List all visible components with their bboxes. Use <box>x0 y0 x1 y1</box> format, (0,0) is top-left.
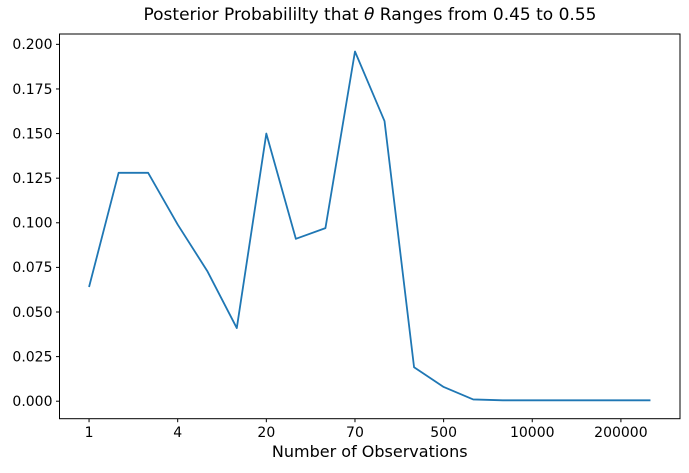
x-tick-label: 20 <box>257 425 275 441</box>
y-tick-label: 0.200 <box>12 37 52 53</box>
x-tick-label: 4 <box>173 425 182 441</box>
y-tick-label: 0.150 <box>12 126 52 142</box>
axes-box <box>59 33 681 420</box>
x-tick-label: 1 <box>85 425 94 441</box>
y-tick-label: 0.175 <box>12 82 52 98</box>
chart-title-text: Posterior Probabililty that <box>143 5 364 25</box>
x-tick-label: 70 <box>346 425 364 441</box>
x-tick-label: 10000 <box>510 425 555 441</box>
y-tick-label: 0.000 <box>12 394 52 410</box>
y-tick-label: 0.050 <box>12 305 52 321</box>
x-axis-label: Number of Observations <box>272 442 468 461</box>
chart-title-text: Ranges from 0.45 to 0.55 <box>374 5 597 25</box>
y-tick-label: 0.025 <box>12 349 52 365</box>
theta-symbol: θ <box>363 5 375 25</box>
x-tick-label: 500 <box>430 425 457 441</box>
y-tick-label: 0.125 <box>12 171 52 187</box>
x-tick-label: 200000 <box>594 425 647 441</box>
data-line <box>88 50 651 402</box>
y-tick-label: 0.075 <box>12 260 52 276</box>
chart-title: Posterior Probabililty that θ Ranges fro… <box>60 5 680 25</box>
y-tick-label: 0.100 <box>12 216 52 232</box>
